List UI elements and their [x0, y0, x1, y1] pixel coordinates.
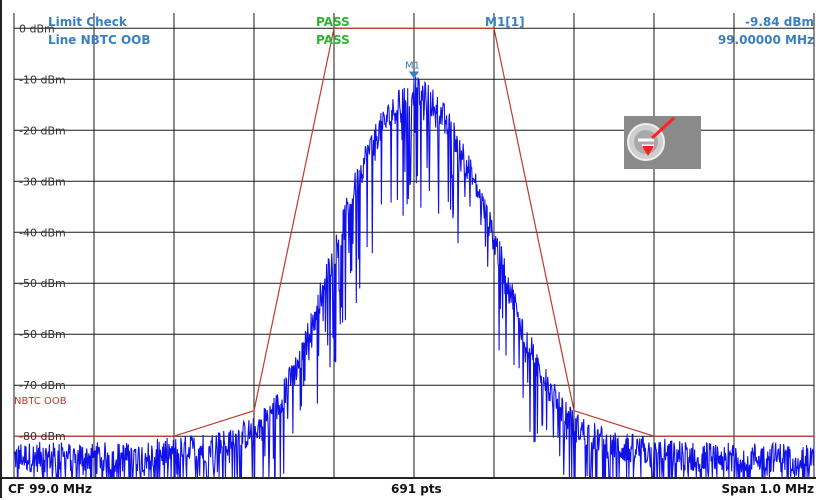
- y-tick-label: -50 dBm: [19, 277, 66, 290]
- marker-tag: M1: [405, 60, 420, 71]
- y-tick-label: -40 dBm: [19, 226, 66, 239]
- marker-label: M1[1]: [485, 15, 525, 29]
- y-tick-label: -10 dBm: [19, 73, 66, 86]
- trace-layer: [13, 76, 815, 478]
- limit-line-layer: [14, 27, 814, 437]
- y-tick-label: -20 dBm: [19, 124, 66, 137]
- pass-indicator-1: PASS: [316, 15, 350, 29]
- limit-line-label: NBTC OOB: [14, 396, 67, 407]
- marker-frequency: 99.00000 MHz: [718, 33, 814, 47]
- marker-layer: M1: [405, 60, 420, 79]
- y-tick-label: -70 dBm: [19, 379, 66, 392]
- limit-check-line: Line NBTC OOB: [48, 33, 151, 47]
- y-tick-label: 0 dBm: [19, 22, 55, 35]
- marker-triangle: [409, 71, 419, 79]
- y-tick-label: -30 dBm: [19, 175, 66, 188]
- y-axis-ticks: 0 dBm -10 dBm -20 dBm -30 dBm -40 dBm -50 dBm…: [19, 22, 66, 443]
- spectrum-trace: [13, 76, 815, 478]
- limit-line: [14, 27, 814, 437]
- y-tick-label: -50 dBm: [19, 328, 66, 341]
- limit-check-title: Limit Check: [48, 15, 128, 29]
- marker-level: -9.84 dBm: [745, 15, 814, 29]
- sweep-points: 691 pts: [391, 482, 442, 496]
- status-footer: CF 99.0 MHz 691 pts Span 1.0 MHz: [2, 477, 816, 500]
- wrench-badge-icon[interactable]: [624, 116, 701, 169]
- pass-indicator-2: PASS: [316, 33, 350, 47]
- center-frequency: CF 99.0 MHz: [8, 482, 92, 496]
- frequency-span: Span 1.0 MHz: [721, 482, 814, 496]
- y-tick-label: -80 dBm: [19, 430, 66, 443]
